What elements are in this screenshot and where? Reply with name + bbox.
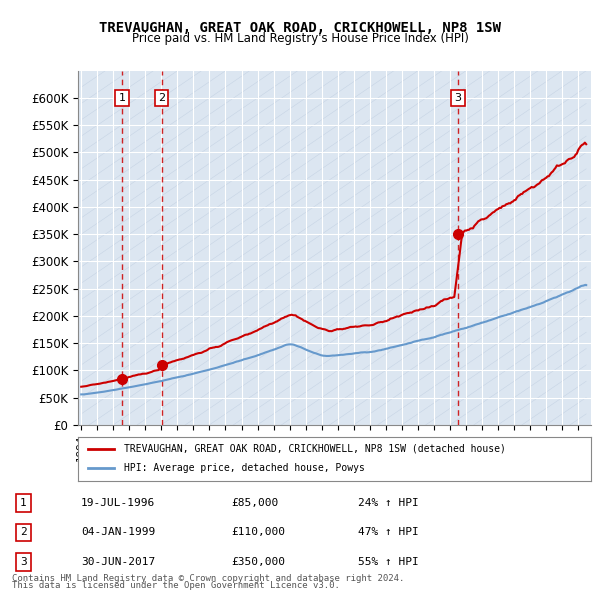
Text: £110,000: £110,000 xyxy=(231,527,285,537)
Text: Price paid vs. HM Land Registry's House Price Index (HPI): Price paid vs. HM Land Registry's House … xyxy=(131,32,469,45)
Text: HPI: Average price, detached house, Powys: HPI: Average price, detached house, Powy… xyxy=(124,464,365,473)
Text: 1: 1 xyxy=(119,93,125,103)
Text: Contains HM Land Registry data © Crown copyright and database right 2024.: Contains HM Land Registry data © Crown c… xyxy=(12,574,404,583)
Text: 55% ↑ HPI: 55% ↑ HPI xyxy=(358,557,418,567)
Text: 19-JUL-1996: 19-JUL-1996 xyxy=(81,498,155,508)
Text: TREVAUGHAN, GREAT OAK ROAD, CRICKHOWELL, NP8 1SW (detached house): TREVAUGHAN, GREAT OAK ROAD, CRICKHOWELL,… xyxy=(124,444,506,454)
Text: 3: 3 xyxy=(454,93,461,103)
Text: 24% ↑ HPI: 24% ↑ HPI xyxy=(358,498,418,508)
Text: TREVAUGHAN, GREAT OAK ROAD, CRICKHOWELL, NP8 1SW: TREVAUGHAN, GREAT OAK ROAD, CRICKHOWELL,… xyxy=(99,21,501,35)
Text: 30-JUN-2017: 30-JUN-2017 xyxy=(81,557,155,567)
Text: £350,000: £350,000 xyxy=(231,557,285,567)
Text: 47% ↑ HPI: 47% ↑ HPI xyxy=(358,527,418,537)
Text: This data is licensed under the Open Government Licence v3.0.: This data is licensed under the Open Gov… xyxy=(12,581,340,590)
Text: 2: 2 xyxy=(158,93,165,103)
Text: 2: 2 xyxy=(20,527,27,537)
Text: 3: 3 xyxy=(20,557,27,567)
Text: 04-JAN-1999: 04-JAN-1999 xyxy=(81,527,155,537)
Text: 1: 1 xyxy=(20,498,27,508)
Text: £85,000: £85,000 xyxy=(231,498,278,508)
